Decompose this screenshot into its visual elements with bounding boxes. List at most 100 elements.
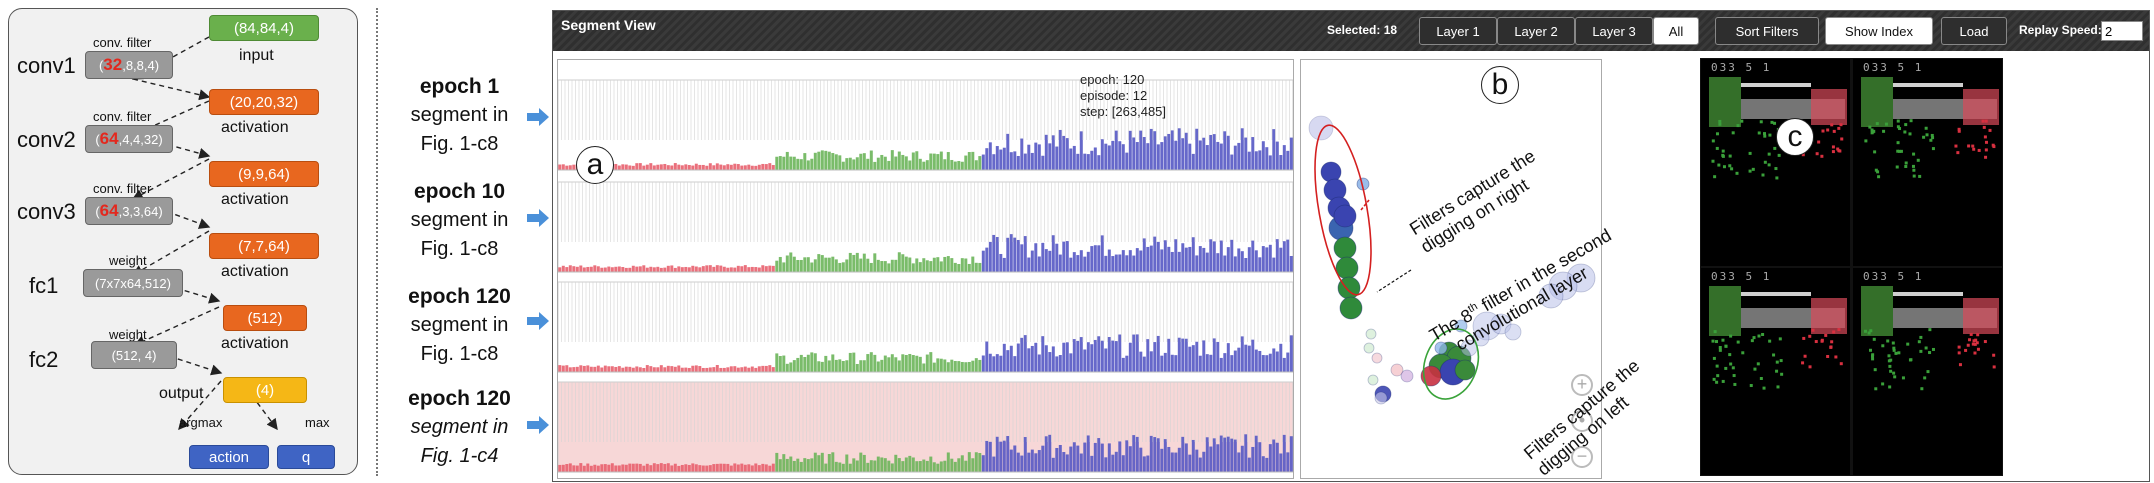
game-frame-3[interactable]: 033 5 1 [1701, 268, 1850, 475]
frame-red-pixel [1834, 355, 1838, 359]
conv1-filter-box[interactable]: (32,8,8,4) [85, 51, 173, 79]
zoom-reset-button[interactable]: • [1571, 410, 1593, 432]
filter-bar [656, 367, 660, 372]
filter-bar [964, 258, 968, 272]
filter-bar [1051, 235, 1055, 272]
conv2-activation-box[interactable]: (9,9,64) [209, 161, 319, 187]
scatter-panel[interactable]: b + • − [1300, 59, 1602, 479]
frame-green-pixel [1775, 176, 1779, 180]
frame-red-pixel [1830, 123, 1834, 127]
sort-filters-button[interactable]: Sort Filters [1715, 17, 1819, 45]
filter-bar [1233, 256, 1237, 272]
frame-red-pixel [1957, 127, 1961, 131]
frame-green-pixel [1876, 170, 1880, 174]
filter-bar [705, 265, 709, 272]
filter-bar [1223, 255, 1227, 272]
filter-bar [810, 158, 814, 170]
game-frame-4[interactable]: 033 5 1 [1853, 268, 2002, 475]
filter-bar [628, 366, 632, 372]
filter-bar [845, 454, 849, 472]
frame-red-pixel [1982, 125, 1986, 129]
frame-green-pixel [1731, 131, 1735, 135]
filter-bar [1009, 449, 1013, 472]
fc2-output-box[interactable]: (4) [223, 377, 307, 403]
replay-speed-input[interactable] [2101, 21, 2143, 41]
frame-red-pixel [1802, 336, 1806, 340]
filter-bar [628, 267, 632, 272]
filter-bar [733, 267, 737, 272]
filter-bar [1174, 452, 1178, 472]
filter-point [1367, 374, 1379, 386]
filter-bar [817, 361, 821, 372]
filter-bar [656, 464, 660, 472]
load-button[interactable]: Load [1941, 17, 2007, 45]
conv3-activation-box[interactable]: (7,7,64) [209, 233, 319, 259]
filter-bar [1149, 128, 1153, 170]
zoom-out-button[interactable]: − [1571, 446, 1593, 468]
filter-bar [1275, 442, 1279, 472]
frame-green-pixel [1721, 154, 1725, 158]
filter-bar [1097, 336, 1101, 372]
filter-bar [607, 464, 611, 472]
frame-red-pixel [1817, 140, 1821, 144]
zoom-in-button[interactable]: + [1571, 374, 1593, 396]
fc1-weight-box[interactable]: (7x7x64,512) [83, 269, 183, 297]
filter-bar [670, 465, 674, 472]
layer-1-button[interactable]: Layer 1 [1419, 17, 1497, 45]
filter-bar [995, 436, 999, 472]
filter-bar [610, 267, 614, 272]
filter-bar [929, 261, 933, 272]
fc1-activation-box[interactable]: (512) [223, 305, 307, 331]
action-box[interactable]: action [189, 445, 269, 469]
filter-bar [901, 154, 905, 170]
filter-bar [1114, 254, 1118, 272]
all-layers-button[interactable]: All [1653, 17, 1699, 45]
frame-green-pixel [1757, 131, 1761, 135]
filter-bar [1002, 440, 1006, 472]
conv1-activation-label: activation [221, 119, 289, 136]
segment-bars[interactable] [558, 60, 1293, 478]
conv3-filter-box[interactable]: (64,3,3,64) [85, 197, 173, 225]
frame-green-pixel [1715, 364, 1719, 368]
filter-bar [873, 354, 877, 372]
fc2-weight-box[interactable]: (512, 4) [91, 341, 177, 369]
game-frame-1[interactable]: 033 5 1 [1701, 59, 1850, 266]
filter-bar [1093, 442, 1097, 472]
filter-bar [589, 465, 593, 472]
filter-bar [915, 151, 919, 170]
filter-bar [687, 464, 691, 472]
filter-bar [834, 259, 838, 272]
frame-top-bar [1893, 292, 1963, 296]
filter-bar [1023, 437, 1027, 472]
filter-scatter-plot[interactable] [1301, 60, 1601, 478]
filter-bar [677, 365, 681, 372]
frame-green-pixel [1776, 385, 1780, 389]
layer-2-button[interactable]: Layer 2 [1497, 17, 1575, 45]
filter-bar [652, 463, 656, 472]
filter-bar [1163, 352, 1167, 372]
filter-bar [827, 454, 831, 472]
conv2-filter-box[interactable]: (64,4,4,32) [85, 125, 173, 153]
filter-bar [785, 458, 789, 472]
conv1-activation-box[interactable]: (20,20,32) [209, 89, 319, 115]
frame-green-pixel [1773, 121, 1777, 125]
filter-bar [1244, 137, 1248, 170]
game-frame-2[interactable]: 033 5 1 [1853, 59, 2002, 266]
filter-bar [824, 355, 828, 372]
show-index-button[interactable]: Show Index [1825, 17, 1933, 45]
layer-3-button[interactable]: Layer 3 [1575, 17, 1653, 45]
filter-bar [726, 367, 730, 372]
filter-bar [789, 362, 793, 372]
filter-bar [855, 252, 859, 272]
frame-green-pixel [1901, 376, 1905, 380]
frame-green-pixel [1713, 330, 1717, 334]
filter-bar [1016, 452, 1020, 472]
filter-bar [995, 237, 999, 272]
filter-bar [659, 267, 663, 272]
filter-bar [894, 259, 898, 272]
filter-bar [586, 266, 590, 272]
q-box[interactable]: q [277, 445, 335, 469]
frame-green-pixel [1877, 175, 1881, 179]
frame-green-pixel [1896, 125, 1900, 129]
segment-panel[interactable]: a [557, 59, 1294, 479]
